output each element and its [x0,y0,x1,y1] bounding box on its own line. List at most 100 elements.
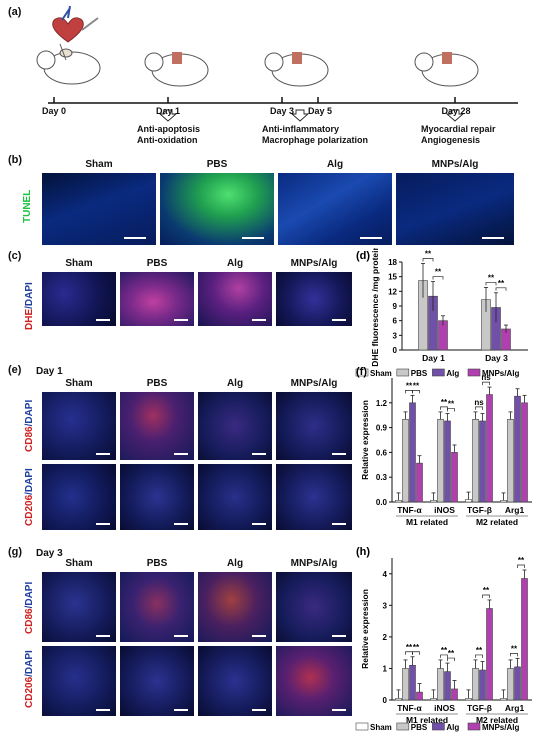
panel-label: (h) [356,546,370,558]
row-label: DHE/DAPI [24,282,35,330]
significance-label: ** [498,279,505,288]
significance-bracket [475,654,483,658]
y-tick-label: 4 [383,570,388,579]
bar [395,698,402,701]
bar [395,500,402,503]
category-group-label: M1 related [406,517,448,527]
day-label: Day 1 [155,106,181,116]
column-title: Alg [226,378,244,389]
significance-bracket [517,564,525,568]
y-tick-label: 1.2 [376,399,388,408]
x-tick-label: TNF-α [397,703,422,713]
legend-swatch [355,722,369,731]
micrograph-cd206-day1-mnps-alg [276,464,352,530]
day-label: Day 5 [307,106,333,116]
y-tick-label: 0 [393,346,398,355]
x-tick-label: TGF-β [467,703,492,713]
significance-label: ns [474,398,484,407]
x-tick-label: Day 1 [422,353,445,363]
significance-bracket [510,652,518,657]
significance-bracket [432,276,444,280]
panel-subtitle: Day 1 [36,366,63,377]
significance-label: ** [441,398,448,407]
x-tick-label: Day 3 [485,353,508,363]
micrograph-cd86-day1-sham [42,392,116,460]
bar [409,664,416,701]
significance-label: ** [413,381,420,390]
panel-a-label: (a) [8,6,22,18]
y-tick-label: 18 [388,258,397,267]
significance-bracket [447,657,455,662]
bar [402,419,409,503]
bar [451,452,458,503]
panel-e-label: (e) [8,364,22,376]
column-title: PBS [206,159,228,170]
legend-label: PBS [411,723,428,732]
x-tick-label: iNOS [434,505,455,515]
bar [416,462,423,503]
row-label: CD86/DAPI [24,581,35,634]
significance-bracket [495,287,507,291]
legend-label: PBS [411,369,428,378]
significance-bracket [447,408,455,412]
micrograph-cd206-day3-sham [42,646,116,716]
y-tick-label: 15 [388,273,397,282]
event-text: Anti-inflammatory Macrophage polarization [262,124,369,145]
day-label: Day 28 [441,106,471,116]
bar [409,402,416,503]
significance-label: ** [413,643,420,652]
significance-bracket [405,651,413,655]
mouse-icon [144,52,209,87]
significance-bracket [482,381,490,386]
legend-swatch [467,368,481,377]
y-axis-label: DHE fluorescence /mg protein [370,248,380,367]
bar [437,419,444,503]
column-title: MNPs/Alg [290,258,338,269]
chart-h: (h) 0 1 2 3 4 Relative expression TNF-α iNOS TGF-… [355,546,532,732]
y-axis-label: Relative expression [360,400,370,480]
category-group-label: M1 related [406,715,448,725]
chart-f: (f) 0.0 0.3 0.6 0.9 1.2 Relative expression TNF… [356,366,532,527]
column-title: PBS [146,378,168,389]
y-tick-label: 0.3 [376,473,388,482]
column-title: Alg [326,159,344,170]
legend-swatch [355,368,369,377]
bar [486,394,493,503]
bar [486,608,493,701]
significance-label: ** [406,381,413,390]
micrograph-cd206-day3-alg [198,646,272,716]
micrograph-cd206-day3-pbs [120,646,194,716]
row-label: CD206/DAPI [24,650,35,708]
significance-label: ** [406,643,413,652]
column-title: Alg [226,558,244,569]
y-tick-label: 0.6 [376,448,388,457]
micrograph-dhe-pbs [120,272,194,326]
day-label: Day 0 [41,106,67,116]
legend-label: Alg [446,723,459,732]
significance-bracket [475,406,483,410]
bar [479,669,486,701]
significance-label: ** [425,249,432,258]
micrograph-dhe-sham [42,272,116,326]
bar [430,698,437,701]
y-tick-label: 0 [383,696,388,705]
y-tick-label: 9 [393,302,398,311]
micrograph-cd86-day3-mnps-alg [276,572,352,642]
bar [430,500,437,503]
y-tick-label: 0.9 [376,424,388,433]
mouse-icon [36,48,101,85]
bar [500,698,507,701]
significance-label: ** [483,586,490,595]
bar [500,500,507,503]
heart-injection-icon [52,5,99,61]
mouse-icon [264,52,329,87]
micrograph-cd86-day3-alg [198,572,272,642]
y-tick-label: 12 [388,287,397,296]
micrograph-cd206-day1-alg [198,464,272,530]
day-label: Day 3 [269,106,295,116]
micrograph-tunel-sham [42,173,156,245]
column-title: Alg [226,258,244,269]
panel-g-label: (g) [8,546,23,558]
y-tick-label: 1 [383,664,388,673]
y-tick-label: 3 [393,331,398,340]
